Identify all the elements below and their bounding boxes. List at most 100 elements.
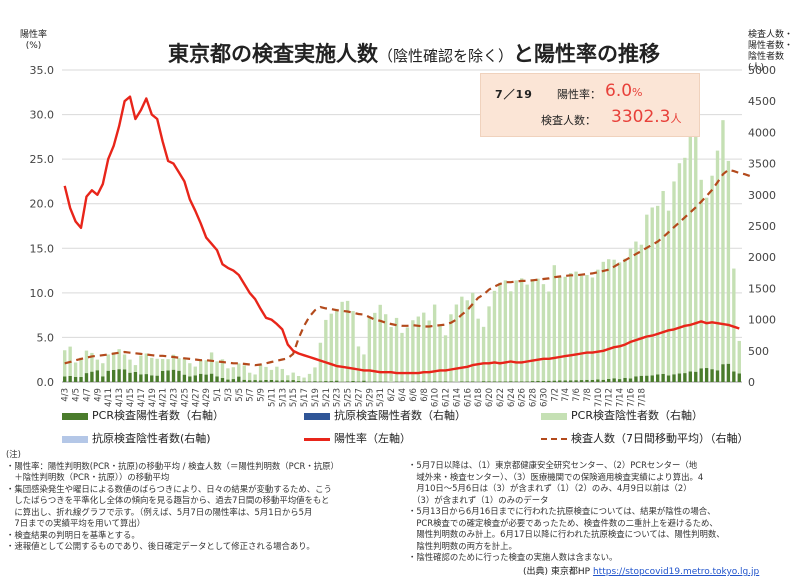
bar-pcr-negative xyxy=(177,358,181,371)
legend-swatch xyxy=(304,437,330,441)
bar-pcr-negative xyxy=(530,279,535,382)
legend-swatch xyxy=(541,412,567,420)
bar-pcr-negative xyxy=(166,359,170,371)
legend-item: 抗原検査陽性者数（右軸） xyxy=(304,407,466,423)
x-tick-label: 5/9 xyxy=(257,388,267,402)
bar-pcr-negative xyxy=(345,300,350,382)
y-left-tick-label: 25.0 xyxy=(30,153,55,166)
y-right-tick-label: 4000 xyxy=(748,126,776,139)
bar-pcr-positive xyxy=(335,380,339,382)
x-tick-label: 7/2 xyxy=(550,388,560,402)
legend-item: 検査人数（7日間移動平均）（右軸） xyxy=(541,430,749,446)
highlight-count: 3302.3人 xyxy=(611,107,681,127)
bar-pcr-negative xyxy=(465,300,469,382)
bar-pcr-negative xyxy=(650,207,654,376)
bar-pcr-negative xyxy=(704,197,709,369)
y-right-tick-label: 2500 xyxy=(748,220,776,233)
bar-pcr-positive xyxy=(411,381,415,382)
bar-pcr-positive xyxy=(579,380,584,382)
bar-pcr-negative xyxy=(247,372,252,381)
bar-pcr-negative xyxy=(335,308,339,381)
source-link[interactable]: https://stopcovid19.metro.tokyo.lg.jp xyxy=(592,567,760,577)
bar-pcr-negative xyxy=(90,352,94,372)
highlight-count-value: 3302.3 xyxy=(611,107,671,127)
bar-pcr-negative xyxy=(367,316,372,382)
bar-pcr-negative xyxy=(340,301,344,382)
moving-average-line xyxy=(64,168,751,367)
x-tick-label: 5/15 xyxy=(289,388,299,407)
x-tick-label: 6/30 xyxy=(539,388,549,407)
y-left-title-line: (%) xyxy=(25,41,42,51)
bar-pcr-positive xyxy=(302,381,306,382)
bar-pcr-positive xyxy=(432,381,437,382)
x-tick-label: 6/14 xyxy=(452,388,462,407)
x-tick-label: 7/14 xyxy=(616,388,626,407)
note-line: ・5月13日から6月16日までに行われた抗原検査については、結果が陰性の場合、 xyxy=(408,506,716,516)
legend-swatch xyxy=(304,412,330,420)
bar-pcr-negative xyxy=(563,276,567,381)
bar-pcr-negative xyxy=(324,319,328,382)
bar-pcr-negative xyxy=(710,175,714,370)
bar-pcr-positive xyxy=(166,370,170,382)
bar-pcr-positive xyxy=(677,373,682,382)
x-tick-label: 4/15 xyxy=(126,388,136,407)
bar-pcr-positive xyxy=(492,381,497,382)
x-tick-label: 7/8 xyxy=(583,388,593,402)
bar-pcr-negative xyxy=(552,265,556,381)
legend-item: PCR検査陽性者数（右軸） xyxy=(62,407,224,423)
x-tick-label: 4/27 xyxy=(191,388,201,407)
highlight-rate: 6.0% xyxy=(605,81,643,101)
bar-pcr-positive xyxy=(177,370,181,382)
x-tick-label: 4/25 xyxy=(180,388,190,407)
bar-pcr-positive xyxy=(296,381,301,382)
bar-pcr-negative xyxy=(536,278,540,382)
bar-pcr-negative xyxy=(79,357,83,377)
x-tick-label: 7/16 xyxy=(627,388,637,407)
x-tick-label: 4/19 xyxy=(148,388,158,407)
y-right-axis-title: 検査人数・ 陽性者数・ 陰性者数 (人) xyxy=(748,30,793,74)
note-line: 域外来・検査センター）、（3）医療機関での保険適用検査実績により算出。4 xyxy=(408,471,704,482)
bar-pcr-positive xyxy=(63,376,67,382)
bar-pcr-negative xyxy=(362,354,366,381)
legend-label: PCR検査陰性者数（右軸） xyxy=(571,409,703,422)
bar-pcr-negative xyxy=(101,363,105,377)
x-tick-label: 7/12 xyxy=(605,388,615,407)
bar-pcr-negative xyxy=(400,332,404,382)
bar-pcr-negative xyxy=(623,258,627,378)
bar-pcr-negative xyxy=(389,327,393,382)
bar-pcr-positive xyxy=(171,369,176,382)
y-right-tick-label: 1000 xyxy=(748,314,776,327)
note-line: に算出し、折れ線グラフで示す。（例えば、5月7日の陽性率は、5月1日から5月 xyxy=(6,506,313,517)
bar-pcr-negative xyxy=(481,326,486,382)
bar-pcr-positive xyxy=(726,363,731,382)
bar-pcr-negative xyxy=(139,355,143,375)
bar-pcr-negative xyxy=(519,278,524,382)
bar-pcr-negative xyxy=(547,291,551,381)
bar-pcr-negative xyxy=(427,320,431,382)
positivity-rate-line xyxy=(63,95,740,375)
bar-pcr-negative xyxy=(106,354,110,371)
bar-pcr-negative xyxy=(574,271,578,381)
x-tick-label: 6/6 xyxy=(409,388,419,402)
bar-pcr-positive xyxy=(601,379,605,382)
bar-pcr-positive xyxy=(688,371,692,382)
bar-pcr-negative xyxy=(666,210,671,376)
highlight-rate-unit: % xyxy=(632,86,643,99)
highlight-rate-label: 陽性率： xyxy=(557,88,601,101)
bar-pcr-positive xyxy=(443,381,448,382)
bar-pcr-positive xyxy=(596,379,600,382)
bar-pcr-negative xyxy=(160,359,165,371)
bar-pcr-positive xyxy=(465,381,469,382)
bar-pcr-negative xyxy=(264,366,268,380)
bar-pcr-negative xyxy=(275,366,279,381)
x-tick-label: 5/13 xyxy=(278,388,288,407)
bar-pcr-positive xyxy=(568,380,573,382)
bar-pcr-positive xyxy=(209,373,214,382)
bar-pcr-negative xyxy=(568,272,573,381)
bar-pcr-positive xyxy=(193,375,197,382)
note-line: PCR検査での確定検査が必要であったため、検査件数の二重計上を避けるため、 xyxy=(408,517,718,528)
x-tick-label: 7/10 xyxy=(594,388,604,407)
y-right-tick-label: 500 xyxy=(748,345,769,358)
x-tick-label: 4/23 xyxy=(170,388,180,407)
